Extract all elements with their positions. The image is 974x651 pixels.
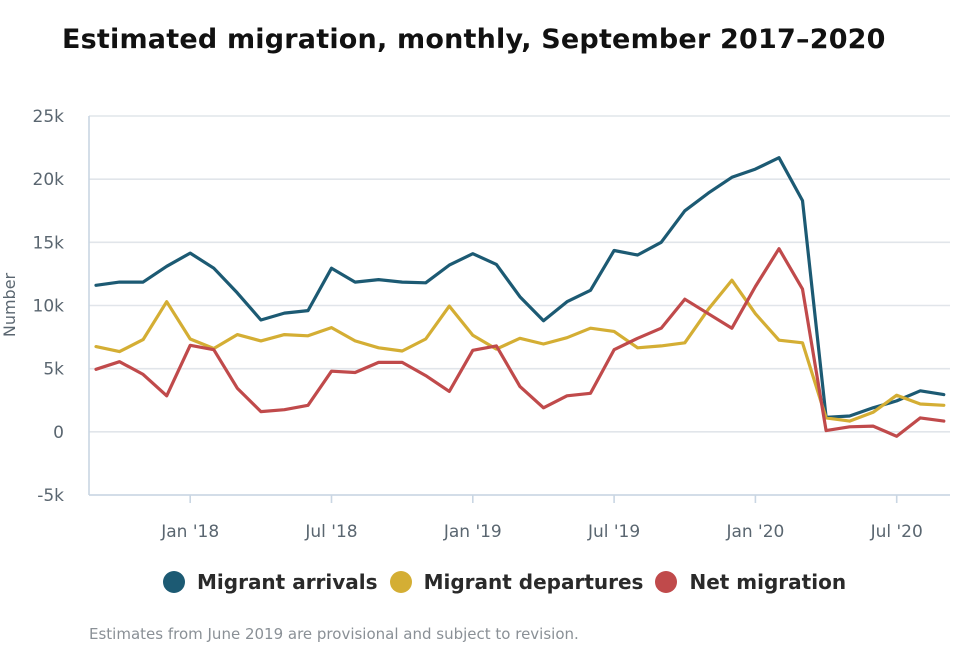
series-layer: [94, 156, 946, 438]
series-line-migrant-departures[interactable]: [94, 278, 946, 423]
y-axis-label: Number: [0, 272, 19, 337]
series-line-net-migration[interactable]: [94, 247, 946, 438]
y-tick-label: 10k: [33, 297, 65, 317]
legend-item-net[interactable]: Net migration: [655, 570, 846, 594]
legend-marker-icon: [389, 571, 412, 593]
legend-marker-icon: [655, 571, 678, 593]
axis-layer: -5k 0 5k 10k 15k 20k 25k Jan '18 Jul '18 Jan '19 J…: [33, 107, 950, 542]
x-tick-label: Jan '19: [443, 522, 502, 542]
y-tick-label: 0: [53, 423, 64, 443]
legend: Migrant arrivals Migrant departures Net …: [163, 570, 858, 594]
grid-layer: [89, 115, 950, 496]
series-line-migrant-arrivals[interactable]: [94, 156, 946, 419]
x-tick-label: Jan '20: [725, 522, 784, 542]
x-tick-label: Jul '19: [587, 522, 640, 542]
legend-item-arrivals[interactable]: Migrant arrivals: [163, 570, 378, 594]
legend-marker-icon: [163, 571, 185, 593]
x-tick-label: Jul '20: [870, 522, 923, 542]
y-tick-label: 20k: [33, 170, 65, 190]
x-tick-label: Jul '18: [304, 522, 357, 542]
y-tick-label: 15k: [33, 233, 65, 253]
chart-title: Estimated migration, monthly, September …: [62, 24, 886, 55]
x-tick-label: Jan '18: [160, 522, 219, 542]
footnote: Estimates from June 2019 are provisional…: [89, 625, 579, 643]
legend-label: Net migration: [689, 570, 847, 594]
legend-label: Migrant departures: [423, 570, 644, 594]
y-tick-label: 25k: [33, 107, 65, 127]
y-tick-label: -5k: [37, 486, 64, 506]
y-tick-label: 5k: [43, 360, 64, 380]
legend-label: Migrant arrivals: [197, 570, 378, 594]
legend-item-departures[interactable]: Migrant departures: [389, 570, 644, 594]
